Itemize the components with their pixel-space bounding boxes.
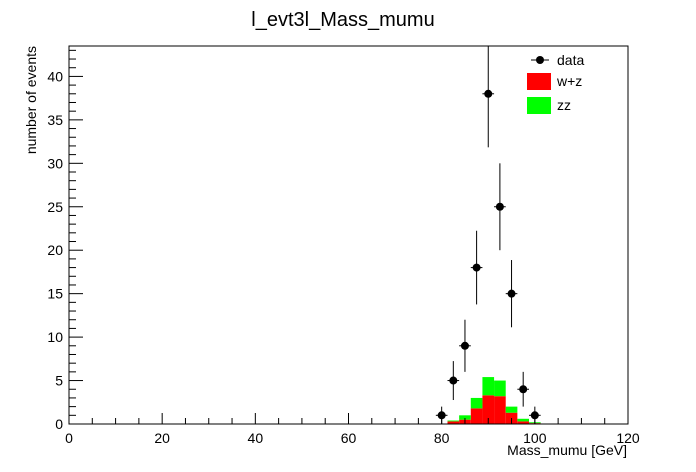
y-tick-label-3: 15 xyxy=(47,286,63,302)
bar-zz-6 xyxy=(517,418,530,422)
y-tick-label-8: 40 xyxy=(47,68,63,84)
bar-zz-2 xyxy=(470,397,483,409)
data-point-6 xyxy=(507,289,516,298)
chart-title: l_evt3l_Mass_mumu xyxy=(251,9,434,31)
data-point-2 xyxy=(460,341,469,350)
data-point-3 xyxy=(472,263,481,272)
data-point-5 xyxy=(495,202,504,211)
x-axis-label: Mass_mumu [GeV] xyxy=(507,442,627,458)
bar-zz-4 xyxy=(494,380,506,397)
y-tick-label-2: 10 xyxy=(47,329,63,345)
y-tick-label-0: 0 xyxy=(55,416,63,432)
y-tick-label-4: 20 xyxy=(47,242,63,258)
x-tick-label-6: 120 xyxy=(616,430,640,446)
y-tick-label-5: 25 xyxy=(47,199,63,215)
bar-wz-4 xyxy=(494,396,506,424)
legend: data w+z zz xyxy=(527,52,584,114)
x-tick-label-0: 0 xyxy=(65,430,73,446)
bar-zz-5 xyxy=(505,406,518,413)
y-axis-label: number of events xyxy=(23,46,39,154)
data-point-7 xyxy=(519,385,528,394)
legend-swatch-wz xyxy=(527,73,551,90)
legend-label-wz: w+z xyxy=(556,73,582,89)
bar-wz-3 xyxy=(482,395,495,424)
legend-label-zz: zz xyxy=(557,97,571,113)
x-tick-label-4: 80 xyxy=(434,430,450,446)
bar-zz-0 xyxy=(447,420,460,422)
x-tick-label-1: 20 xyxy=(154,430,170,446)
bar-zz-1 xyxy=(459,415,471,420)
bar-wz-2 xyxy=(470,408,483,424)
bar-zz-3 xyxy=(482,377,495,396)
bar-wz-6 xyxy=(517,421,530,424)
x-tick-label-3: 60 xyxy=(341,430,357,446)
x-tick-label-5: 100 xyxy=(523,430,547,446)
bar-wz-0 xyxy=(447,421,460,424)
legend-label-data: data xyxy=(557,52,584,68)
y-tick-label-7: 35 xyxy=(47,112,63,128)
y-tick-label-1: 5 xyxy=(55,373,63,389)
data-point-1 xyxy=(449,376,458,385)
legend-swatch-zz xyxy=(527,97,551,114)
data-point-4 xyxy=(484,89,493,98)
x-tick-label-2: 40 xyxy=(248,430,264,446)
y-tick-label-6: 30 xyxy=(47,155,63,171)
